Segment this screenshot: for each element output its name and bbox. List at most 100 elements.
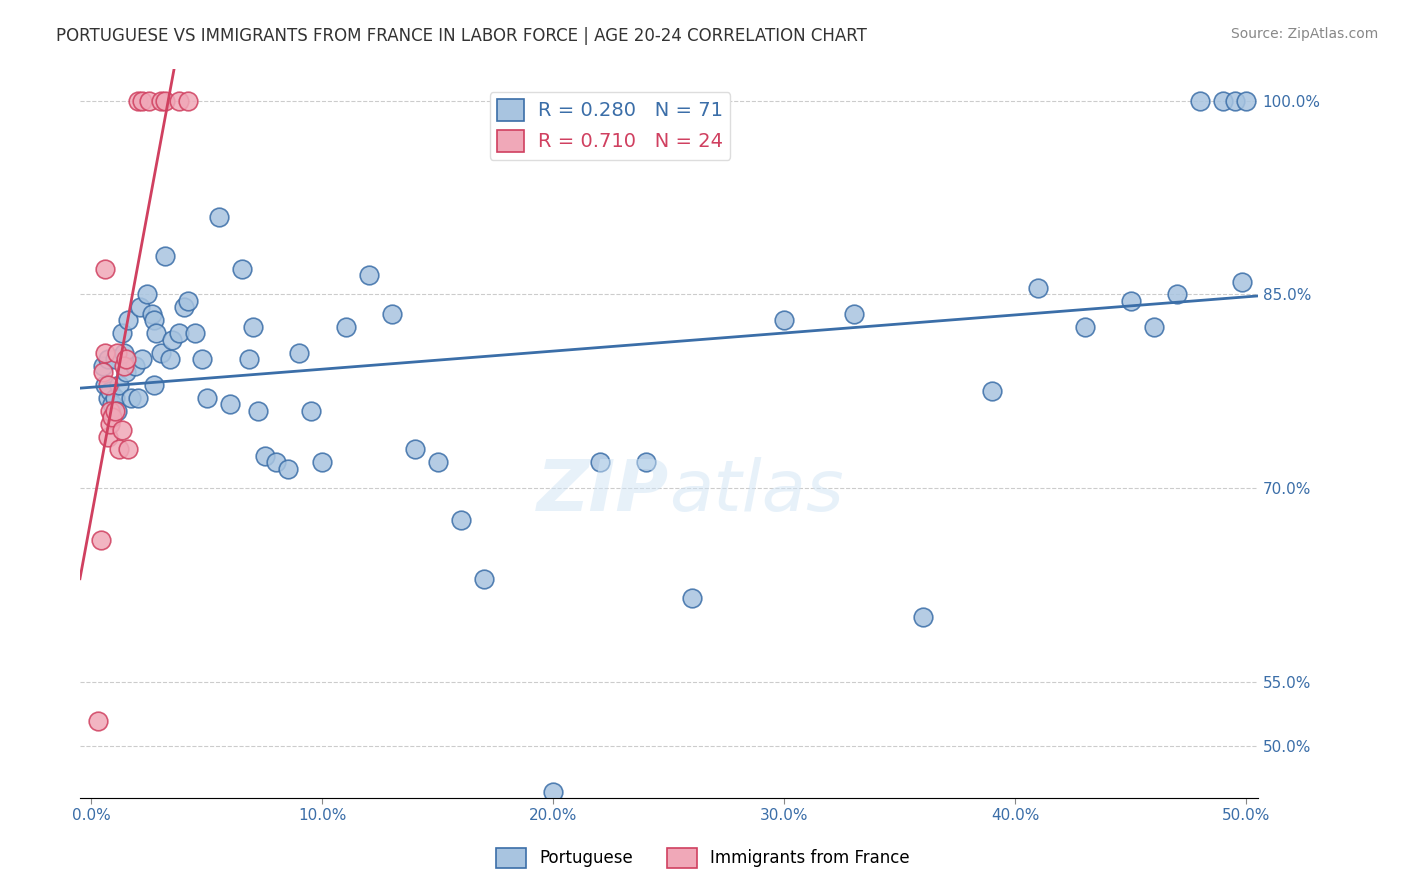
Point (159, 352, 181, 367)
Text: PORTUGUESE VS IMMIGRANTS FROM FRANCE IN LABOR FORCE | AGE 20-24 CORRELATION CHAR: PORTUGUESE VS IMMIGRANTS FROM FRANCE IN … (56, 27, 868, 45)
Point (299, 403, 322, 417)
Point (543, 784, 565, 798)
Point (127, 391, 149, 405)
Point (105, 345, 128, 359)
Point (1028, 281, 1050, 295)
Point (110, 423, 132, 437)
Point (145, 326, 167, 341)
Point (94, 261, 117, 276)
Point (98, 384, 121, 399)
Point (127, 94, 149, 108)
Point (138, 94, 160, 108)
Point (773, 313, 796, 327)
Point (103, 403, 125, 417)
Point (101, 397, 124, 411)
Point (184, 326, 207, 341)
Point (238, 352, 260, 367)
Point (173, 301, 195, 315)
Point (357, 268, 380, 282)
Point (120, 391, 142, 405)
Point (97, 352, 120, 367)
Point (242, 319, 264, 334)
Point (842, 307, 865, 321)
Point (141, 307, 163, 321)
Point (98, 403, 121, 417)
Point (191, 352, 214, 367)
Point (1230, 275, 1253, 289)
Point (108, 442, 131, 457)
Point (162, 333, 184, 347)
Point (142, 377, 165, 392)
Legend: R = 0.280   N = 71, R = 0.710   N = 24: R = 0.280 N = 71, R = 0.710 N = 24 (489, 92, 731, 160)
Point (117, 442, 139, 457)
Point (110, 326, 132, 341)
Text: Source: ZipAtlas.com: Source: ZipAtlas.com (1230, 27, 1378, 41)
Point (1234, 94, 1257, 108)
Point (97, 429, 120, 443)
Point (981, 384, 1004, 399)
Point (253, 449, 276, 463)
Point (112, 345, 135, 359)
Point (277, 462, 299, 476)
Text: atlas: atlas (669, 458, 844, 526)
Point (124, 359, 146, 373)
Point (681, 591, 703, 605)
Point (177, 293, 200, 308)
Point (1166, 287, 1188, 301)
Point (1212, 94, 1234, 108)
Point (195, 391, 218, 405)
Point (167, 94, 190, 108)
Point (98, 417, 121, 431)
Point (1143, 319, 1166, 334)
Point (219, 397, 242, 411)
Point (426, 455, 449, 469)
Point (634, 455, 657, 469)
Point (129, 301, 152, 315)
Point (1223, 94, 1246, 108)
Point (177, 94, 200, 108)
Point (112, 359, 135, 373)
Legend: Portuguese, Immigrants from France: Portuguese, Immigrants from France (489, 841, 917, 875)
Point (1119, 293, 1142, 308)
Point (91, 359, 114, 373)
Point (450, 513, 472, 527)
Point (94, 377, 117, 392)
Point (1073, 319, 1095, 334)
Point (404, 442, 426, 457)
Point (131, 94, 153, 108)
Point (87, 714, 110, 728)
Point (115, 352, 138, 367)
Point (311, 455, 333, 469)
Point (155, 94, 177, 108)
Point (90, 533, 112, 547)
Point (108, 377, 131, 392)
Point (288, 345, 311, 359)
Point (588, 455, 610, 469)
Point (105, 403, 128, 417)
Point (335, 319, 357, 334)
Point (135, 287, 157, 301)
Point (91, 365, 114, 379)
Point (207, 210, 229, 224)
Point (103, 391, 125, 405)
Point (231, 261, 253, 276)
Point (115, 365, 138, 379)
Point (103, 352, 125, 367)
Point (1189, 94, 1212, 108)
Point (101, 410, 124, 425)
Point (94, 345, 117, 359)
Point (117, 313, 139, 327)
Point (155, 249, 177, 263)
Point (911, 610, 934, 624)
Point (167, 326, 190, 341)
Point (131, 352, 153, 367)
Point (472, 572, 495, 586)
Point (381, 307, 404, 321)
Point (246, 403, 269, 417)
Point (149, 345, 172, 359)
Point (142, 313, 165, 327)
Point (97, 377, 120, 392)
Point (97, 391, 120, 405)
Point (264, 455, 287, 469)
Point (149, 94, 172, 108)
